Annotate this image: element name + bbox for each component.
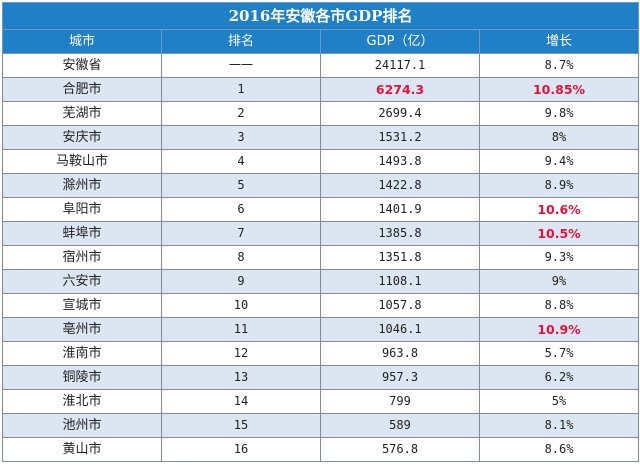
cell-gdp: 1046.1 <box>320 317 480 342</box>
cell-city: 安庆市 <box>2 125 162 150</box>
cell-growth: 10.85% <box>478 77 640 102</box>
table-title: 2016年安徽各市GDP排名 <box>1 2 640 30</box>
cell-gdp: 1108.1 <box>320 269 480 294</box>
table-row: 宣城市 10 1057.8 8.8% <box>2 293 640 318</box>
column-header-gdp: GDP（亿） <box>320 29 480 54</box>
table-row: 六安市 9 1108.1 9% <box>2 269 640 294</box>
cell-growth: 8.6% <box>478 437 640 462</box>
cell-rank: 4 <box>161 149 321 174</box>
cell-rank: 16 <box>161 437 321 462</box>
cell-city: 黄山市 <box>2 437 162 462</box>
table-row: 淮北市 14 799 5% <box>2 389 640 414</box>
cell-rank: 11 <box>161 317 321 342</box>
table-header-row: 城市 排名 GDP（亿） 增长 <box>2 29 640 54</box>
cell-rank: 12 <box>161 341 321 366</box>
table-row: 黄山市 16 576.8 8.6% <box>2 437 640 462</box>
cell-gdp: 1385.8 <box>320 221 480 246</box>
cell-city: 马鞍山市 <box>2 149 162 174</box>
cell-rank: 10 <box>161 293 321 318</box>
cell-rank: 7 <box>161 221 321 246</box>
cell-city: 铜陵市 <box>2 365 162 390</box>
cell-rank: 3 <box>161 125 321 150</box>
cell-growth: 8% <box>478 125 640 150</box>
table-row: 阜阳市 6 1401.9 10.6% <box>2 197 640 222</box>
cell-rank: 2 <box>161 101 321 126</box>
cell-growth: 5% <box>478 389 640 414</box>
cell-gdp: 1422.8 <box>320 173 480 198</box>
column-header-city: 城市 <box>2 29 162 54</box>
cell-gdp: 1351.8 <box>320 245 480 270</box>
cell-city: 池州市 <box>2 413 162 438</box>
cell-growth: 9.8% <box>478 101 640 126</box>
cell-city: 安徽省 <box>2 53 162 78</box>
table-row: 淮南市 12 963.8 5.7% <box>2 341 640 366</box>
table-row: 亳州市 11 1046.1 10.9% <box>2 317 640 342</box>
cell-gdp: 799 <box>320 389 480 414</box>
cell-gdp: 589 <box>320 413 480 438</box>
table-body: 安徽省 一一 24117.1 8.7% 合肥市 1 6274.3 10.85% 芜湖市 2 2699… <box>2 53 640 462</box>
cell-growth: 10.6% <box>478 197 640 222</box>
cell-gdp: 576.8 <box>320 437 480 462</box>
cell-rank: 14 <box>161 389 321 414</box>
cell-rank: 1 <box>161 77 321 102</box>
cell-gdp: 2699.4 <box>320 101 480 126</box>
cell-city: 六安市 <box>2 269 162 294</box>
table-row: 宿州市 8 1351.8 9.3% <box>2 245 640 270</box>
gdp-ranking-table: 2016年安徽各市GDP排名 城市 排名 GDP（亿） 增长 安徽省 一一 2411… <box>1 2 640 462</box>
cell-gdp: 957.3 <box>320 365 480 390</box>
cell-growth: 8.9% <box>478 173 640 198</box>
column-header-growth: 增长 <box>478 29 640 54</box>
table-row: 马鞍山市 4 1493.8 9.4% <box>2 149 640 174</box>
table-row: 安庆市 3 1531.2 8% <box>2 125 640 150</box>
table-row: 铜陵市 13 957.3 6.2% <box>2 365 640 390</box>
cell-city: 宣城市 <box>2 293 162 318</box>
cell-rank: 8 <box>161 245 321 270</box>
cell-rank: 5 <box>161 173 321 198</box>
cell-growth: 9.4% <box>478 149 640 174</box>
gdp-ranking-table-container: 2016年安徽各市GDP排名 城市 排名 GDP（亿） 增长 安徽省 一一 2411… <box>1 2 640 462</box>
table-row: 安徽省 一一 24117.1 8.7% <box>2 53 640 78</box>
cell-city: 阜阳市 <box>2 197 162 222</box>
cell-rank: 15 <box>161 413 321 438</box>
cell-rank: 一一 <box>161 53 321 78</box>
cell-growth: 5.7% <box>478 341 640 366</box>
cell-growth: 8.8% <box>478 293 640 318</box>
cell-gdp: 6274.3 <box>320 77 480 102</box>
cell-growth: 10.9% <box>478 317 640 342</box>
cell-city: 宿州市 <box>2 245 162 270</box>
table-row: 蚌埠市 7 1385.8 10.5% <box>2 221 640 246</box>
table-row: 滁州市 5 1422.8 8.9% <box>2 173 640 198</box>
cell-rank: 6 <box>161 197 321 222</box>
table-row: 芜湖市 2 2699.4 9.8% <box>2 101 640 126</box>
cell-gdp: 1057.8 <box>320 293 480 318</box>
cell-city: 淮南市 <box>2 341 162 366</box>
cell-growth: 9% <box>478 269 640 294</box>
cell-city: 合肥市 <box>2 77 162 102</box>
cell-gdp: 963.8 <box>320 341 480 366</box>
table-title-row: 2016年安徽各市GDP排名 <box>1 2 640 30</box>
cell-gdp: 1493.8 <box>320 149 480 174</box>
cell-growth: 8.7% <box>478 53 640 78</box>
table-row: 池州市 15 589 8.1% <box>2 413 640 438</box>
cell-rank: 9 <box>161 269 321 294</box>
cell-growth: 8.1% <box>478 413 640 438</box>
cell-rank: 13 <box>161 365 321 390</box>
cell-growth: 10.5% <box>478 221 640 246</box>
cell-city: 亳州市 <box>2 317 162 342</box>
cell-growth: 9.3% <box>478 245 640 270</box>
cell-gdp: 1401.9 <box>320 197 480 222</box>
cell-city: 蚌埠市 <box>2 221 162 246</box>
cell-city: 滁州市 <box>2 173 162 198</box>
table-row: 合肥市 1 6274.3 10.85% <box>2 77 640 102</box>
cell-city: 芜湖市 <box>2 101 162 126</box>
cell-growth: 6.2% <box>478 365 640 390</box>
cell-city: 淮北市 <box>2 389 162 414</box>
column-header-rank: 排名 <box>161 29 321 54</box>
cell-gdp: 1531.2 <box>320 125 480 150</box>
cell-gdp: 24117.1 <box>320 53 480 78</box>
